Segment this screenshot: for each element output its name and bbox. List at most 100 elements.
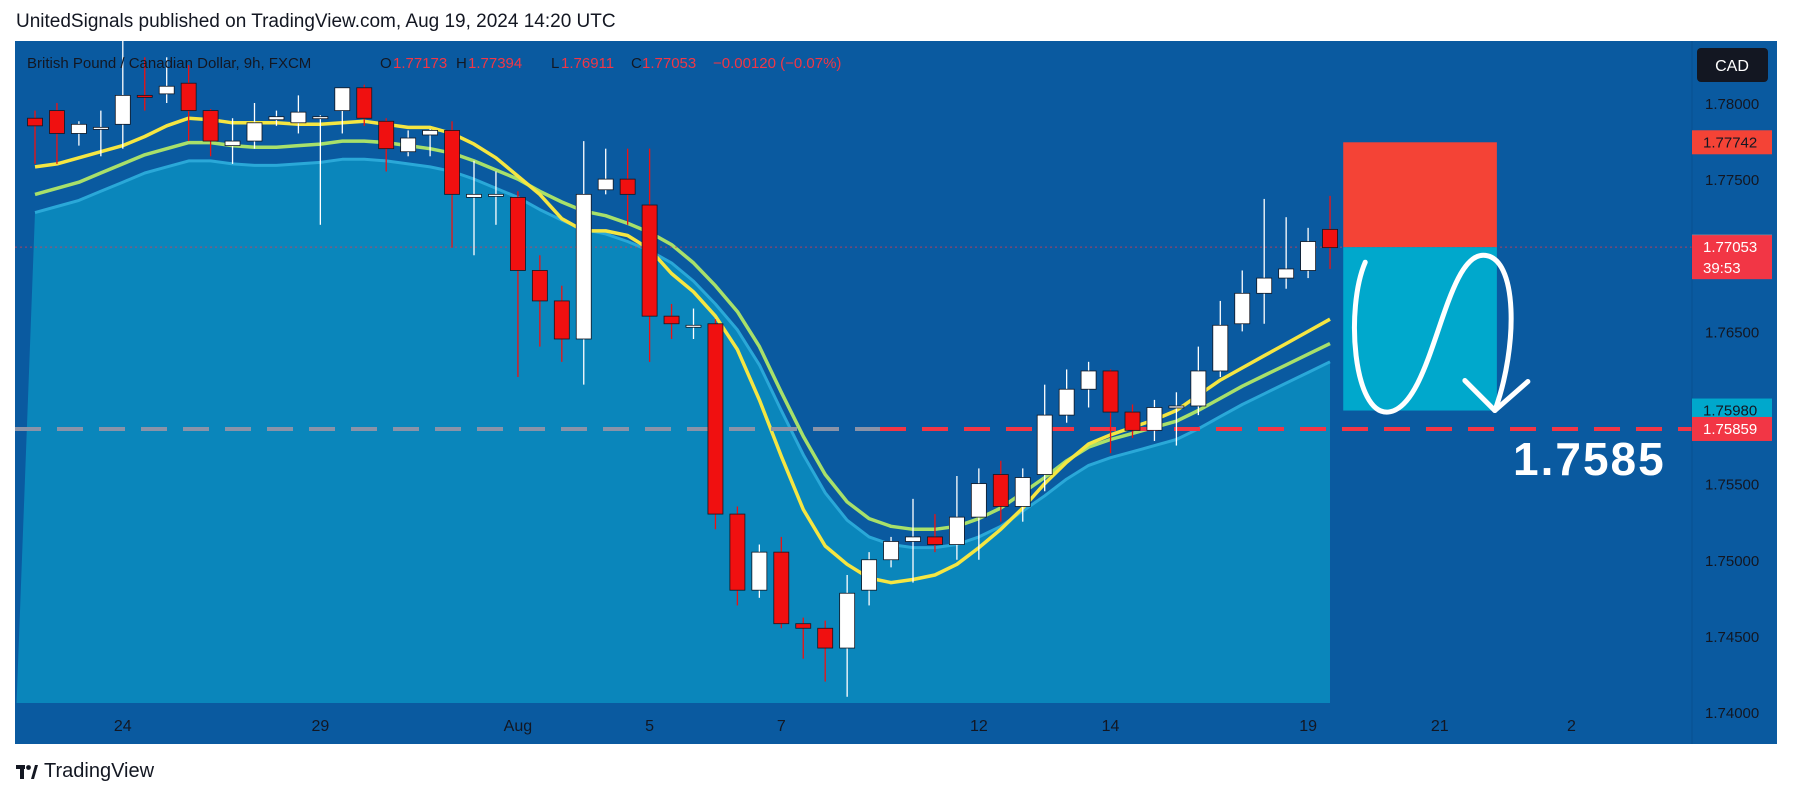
candle[interactable]	[707, 319, 724, 530]
candle-body	[1278, 268, 1295, 279]
time-axis-bg	[15, 703, 1692, 744]
price-tick-label: 1.76500	[1705, 324, 1759, 341]
candle-body	[531, 270, 548, 302]
candle[interactable]	[861, 552, 877, 606]
candle-body	[1168, 405, 1185, 409]
candle[interactable]	[224, 118, 241, 164]
candle-body	[312, 116, 329, 120]
candle-body	[1322, 228, 1338, 249]
candle[interactable]	[949, 476, 965, 560]
candle-body	[27, 117, 43, 127]
candle-body	[1234, 292, 1251, 325]
candle[interactable]	[1014, 468, 1031, 522]
candle[interactable]	[905, 498, 921, 583]
candle[interactable]	[773, 536, 790, 629]
candle[interactable]	[136, 57, 153, 111]
candle[interactable]	[1124, 404, 1141, 438]
candle[interactable]	[1036, 384, 1053, 492]
candle[interactable]	[422, 128, 439, 157]
candle-body	[1212, 324, 1229, 372]
candle[interactable]	[509, 191, 526, 378]
candle[interactable]	[71, 121, 87, 146]
legend-low-value: 1.76911	[561, 55, 614, 72]
candle[interactable]	[663, 303, 680, 339]
candle-body	[839, 592, 856, 649]
price-annotation: 1.7585	[1513, 433, 1666, 485]
candle-body	[71, 123, 87, 134]
candle[interactable]	[619, 148, 636, 225]
candle[interactable]	[202, 109, 219, 157]
candle[interactable]	[1322, 195, 1338, 269]
candle[interactable]	[334, 87, 351, 134]
position-boxes[interactable]	[1343, 142, 1531, 415]
candle[interactable]	[685, 308, 702, 339]
arrow-head-icon	[1462, 378, 1531, 414]
price-tick-label: 1.78000	[1705, 96, 1759, 113]
candle[interactable]	[553, 285, 570, 362]
time-tick-label: 14	[1102, 718, 1120, 735]
stop-loss-box[interactable]	[1343, 142, 1497, 248]
candle-body	[927, 536, 943, 545]
candle[interactable]	[378, 118, 395, 172]
candle[interactable]	[839, 574, 856, 697]
candle[interactable]	[114, 34, 131, 149]
candle[interactable]	[92, 110, 109, 157]
candle[interactable]	[817, 620, 834, 682]
candles[interactable]	[27, 34, 1338, 697]
candle-body	[773, 551, 790, 625]
candle[interactable]	[466, 160, 482, 256]
legend-high-label: H	[456, 55, 467, 72]
candle[interactable]	[268, 110, 285, 126]
candle[interactable]	[597, 148, 614, 195]
candle-body	[400, 137, 417, 153]
candle[interactable]	[795, 617, 812, 659]
candle[interactable]	[49, 103, 65, 164]
candle[interactable]	[1102, 369, 1119, 454]
candle[interactable]	[488, 171, 504, 225]
candle[interactable]	[1058, 369, 1075, 423]
candle[interactable]	[641, 148, 658, 362]
candle[interactable]	[992, 460, 1009, 522]
candle[interactable]	[1256, 198, 1273, 324]
candle[interactable]	[1212, 300, 1229, 378]
ohlc-legend: British Pound / Canadian Dollar, 9h, FXC…	[27, 55, 841, 72]
candle[interactable]	[158, 57, 175, 103]
candle[interactable]	[1080, 361, 1097, 408]
candle[interactable]	[531, 255, 548, 347]
candle-body	[488, 193, 504, 197]
candle[interactable]	[356, 84, 373, 126]
candle[interactable]	[1278, 217, 1295, 289]
candle[interactable]	[1300, 227, 1316, 279]
candle-body	[1256, 277, 1273, 294]
candle[interactable]	[1190, 346, 1207, 416]
currency-button[interactable]: CAD	[1697, 48, 1768, 82]
candle[interactable]	[180, 64, 197, 142]
candle[interactable]	[290, 95, 307, 134]
candle-body	[268, 116, 285, 121]
footer-brand[interactable]: TradingView	[44, 760, 155, 782]
candle[interactable]	[312, 115, 329, 225]
candle[interactable]	[970, 468, 987, 560]
time-tick-label: 29	[311, 718, 329, 735]
candle[interactable]	[27, 110, 43, 164]
price-tick-label: 1.74500	[1705, 629, 1759, 646]
candle-body	[444, 130, 460, 195]
candle[interactable]	[400, 130, 417, 157]
candle[interactable]	[444, 121, 460, 248]
candle[interactable]	[729, 506, 746, 606]
candle[interactable]	[1234, 270, 1251, 332]
candle[interactable]	[1168, 392, 1185, 446]
candle[interactable]	[751, 544, 768, 598]
candle[interactable]	[883, 536, 899, 568]
candle-body	[422, 130, 439, 136]
candle-body	[883, 541, 899, 561]
time-axis[interactable]: 24 29 Aug 5 7 12 14 19 21 2	[15, 703, 1692, 744]
candle[interactable]	[246, 103, 263, 149]
candle[interactable]	[1146, 399, 1163, 441]
candle-body	[1300, 241, 1316, 271]
price-tick-label: 1.75000	[1705, 553, 1759, 570]
candle[interactable]	[927, 514, 943, 553]
candle[interactable]	[575, 141, 592, 385]
